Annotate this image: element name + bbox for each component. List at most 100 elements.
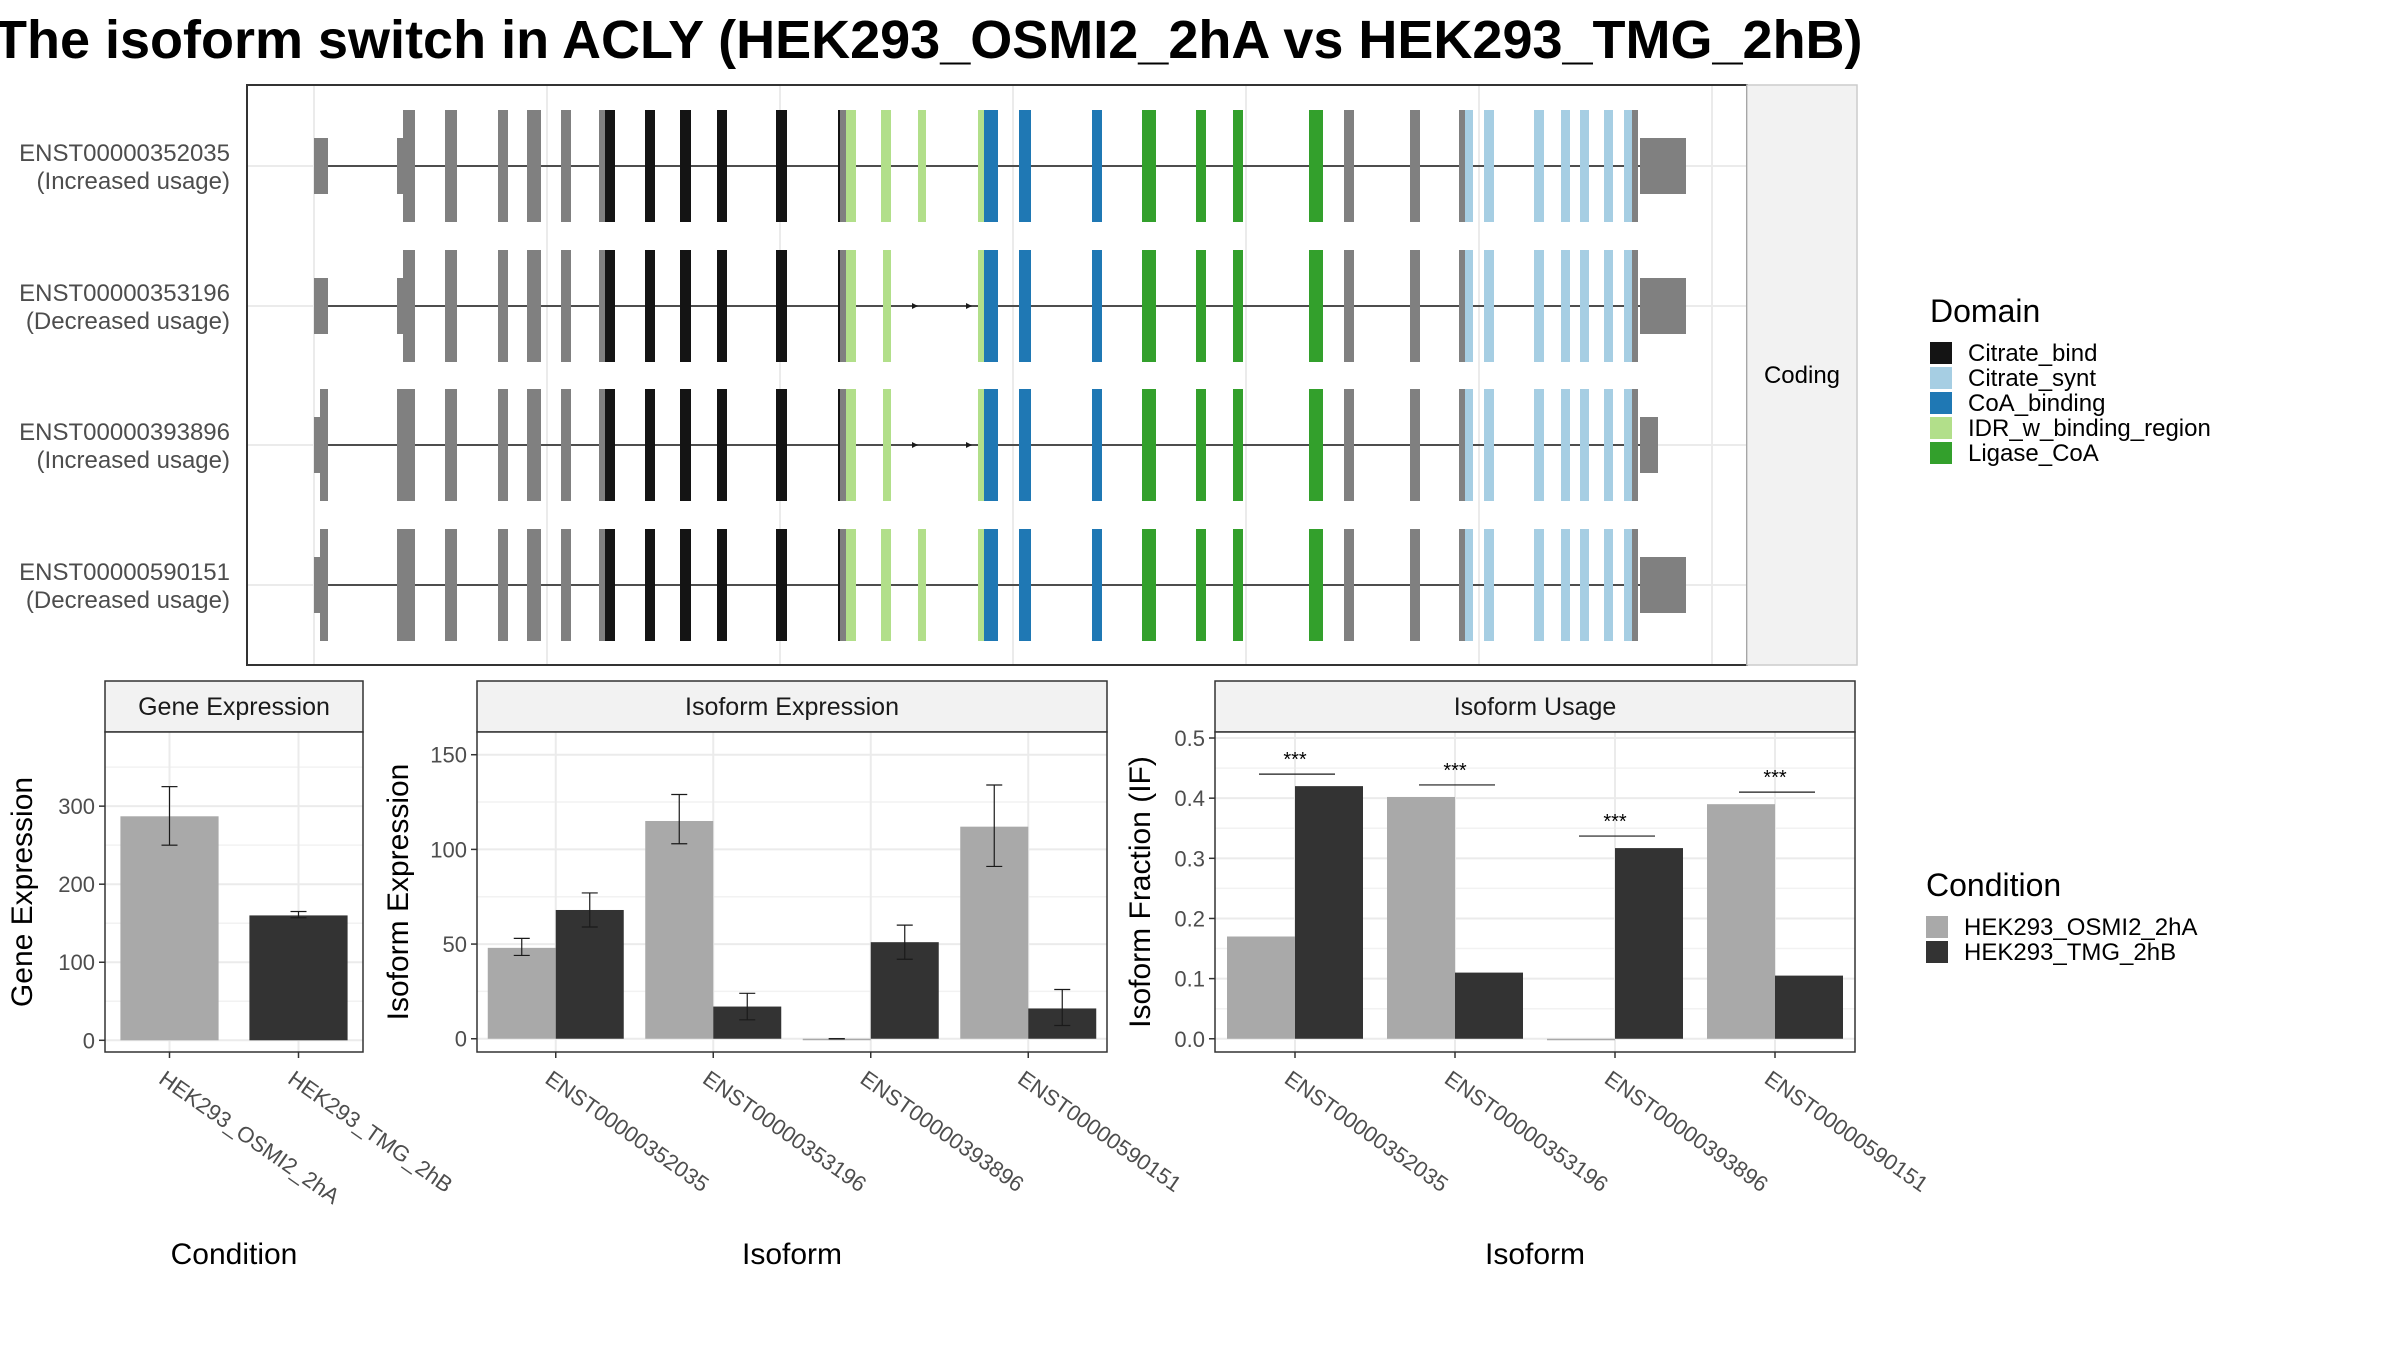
exon-block xyxy=(397,389,415,501)
domain-block xyxy=(1624,529,1632,641)
domain-block xyxy=(1309,110,1323,222)
x-axis-title: Isoform xyxy=(1485,1238,1585,1271)
bar xyxy=(1615,848,1683,1039)
domain-block xyxy=(984,250,998,362)
domain-block xyxy=(1534,389,1544,501)
chart-title: The isoform switch in ACLY (HEK293_OSMI2… xyxy=(0,10,1863,70)
domain-block xyxy=(1484,250,1494,362)
utr-block xyxy=(1640,557,1686,613)
bar xyxy=(802,1038,871,1041)
error-bar xyxy=(1054,988,1071,1027)
structure-facet-strip xyxy=(1746,84,1858,666)
domain-block xyxy=(1142,110,1156,222)
domain-block xyxy=(1196,389,1206,501)
isoform-usage-panel: Isoform Usage 0.0 0.1 0.2 0.3 0.4 0.5 *** *** ***… xyxy=(1124,680,1933,1271)
domain-block xyxy=(717,110,727,222)
domain-block xyxy=(1196,110,1206,222)
significance-label: *** xyxy=(1603,811,1627,833)
y-tick-label: 100 xyxy=(430,837,467,862)
y-axis-title: Isoform Fraction (IF) xyxy=(1124,756,1157,1028)
domain-block xyxy=(776,250,787,362)
domain-block xyxy=(1534,529,1544,641)
utr-block xyxy=(314,138,328,194)
panel-strip xyxy=(104,680,364,733)
isoform-expression-panel: Isoform Expression 0 50 100 150 ENST000003520… xyxy=(382,680,1186,1271)
exon-block xyxy=(561,389,571,501)
structure-row-labels: ENST00000352035(Increased usage)ENST0000… xyxy=(19,140,230,614)
exon-block xyxy=(599,529,605,641)
domain-block xyxy=(1465,250,1473,362)
significance-label: *** xyxy=(1443,760,1467,782)
bar xyxy=(555,909,624,1039)
domain-block xyxy=(1309,529,1323,641)
transcript-row xyxy=(314,110,1686,222)
transcript-usage-label: (Decreased usage) xyxy=(26,308,230,335)
y-tick-label: 0 xyxy=(83,1028,95,1053)
domain-block xyxy=(881,110,891,222)
exon-block xyxy=(527,250,541,362)
domain-legend-title: Domain xyxy=(1930,293,2040,329)
exon-block xyxy=(1344,250,1354,362)
exon-block xyxy=(1344,529,1354,641)
exon-block xyxy=(1410,110,1420,222)
domain-legend-label: Ligase_CoA xyxy=(1968,440,2099,467)
bar xyxy=(1227,936,1295,1039)
domain-legend-key xyxy=(1930,442,1952,464)
domain-block xyxy=(680,529,691,641)
domain-block xyxy=(1580,110,1589,222)
domain-block xyxy=(1580,250,1589,362)
domain-block xyxy=(1484,389,1494,501)
strand-arrow-icon xyxy=(912,303,972,309)
domain-block xyxy=(883,389,891,501)
exon-block xyxy=(1459,529,1465,641)
domain-block xyxy=(1561,250,1570,362)
exon-block xyxy=(498,529,508,641)
exon-block xyxy=(1459,250,1465,362)
panel-border xyxy=(104,731,364,1053)
domain-legend-key xyxy=(1930,392,1952,414)
exon-block xyxy=(1632,250,1638,362)
y-tick-label: 0.2 xyxy=(1174,906,1205,931)
domain-block xyxy=(1233,110,1243,222)
x-tick-label: ENST00000590151 xyxy=(1013,1066,1186,1197)
domain-block xyxy=(1019,110,1031,222)
transcript-usage-label: (Increased usage) xyxy=(37,447,230,474)
domain-block xyxy=(1309,250,1323,362)
domain-block xyxy=(1233,529,1243,641)
domain-block xyxy=(984,389,998,501)
exon-block xyxy=(403,110,415,222)
utr-block xyxy=(314,278,328,334)
x-axis-title: Isoform xyxy=(742,1238,842,1271)
domain-block xyxy=(1624,250,1632,362)
domain-block xyxy=(645,110,655,222)
x-tick-label: ENST00000352035 xyxy=(1280,1066,1453,1197)
exon-block xyxy=(527,110,541,222)
condition-legend-label: HEK293_TMG_2hB xyxy=(1964,939,2176,966)
domain-block xyxy=(883,250,891,362)
bar xyxy=(487,947,556,1039)
y-tick-label: 0.4 xyxy=(1174,786,1205,811)
domain-block xyxy=(846,110,856,222)
exon-block xyxy=(498,250,508,362)
domain-legend: Domain Citrate_bindCitrate_syntCoA_bindi… xyxy=(1930,293,2211,467)
domain-block xyxy=(605,250,615,362)
utr-block xyxy=(314,417,320,473)
error-bar xyxy=(290,910,307,919)
x-tick-label: ENST00000590151 xyxy=(1760,1066,1933,1197)
domain-block xyxy=(680,389,691,501)
domain-block xyxy=(1309,389,1323,501)
condition-legend-label: HEK293_OSMI2_2hA xyxy=(1964,914,2197,941)
exon-block xyxy=(527,529,541,641)
transcript-usage-label: (Increased usage) xyxy=(37,168,230,195)
domain-block xyxy=(1604,529,1613,641)
domain-block xyxy=(1196,529,1206,641)
y-tick-label: 50 xyxy=(443,932,467,957)
significance-label: *** xyxy=(1763,767,1787,789)
domain-block xyxy=(1534,250,1544,362)
domain-legend-key xyxy=(1930,417,1952,439)
domain-block xyxy=(1092,389,1102,501)
domain-block xyxy=(605,389,615,501)
bar xyxy=(1707,804,1775,1039)
x-tick-label: ENST00000393896 xyxy=(856,1066,1029,1197)
bar xyxy=(1387,796,1455,1039)
